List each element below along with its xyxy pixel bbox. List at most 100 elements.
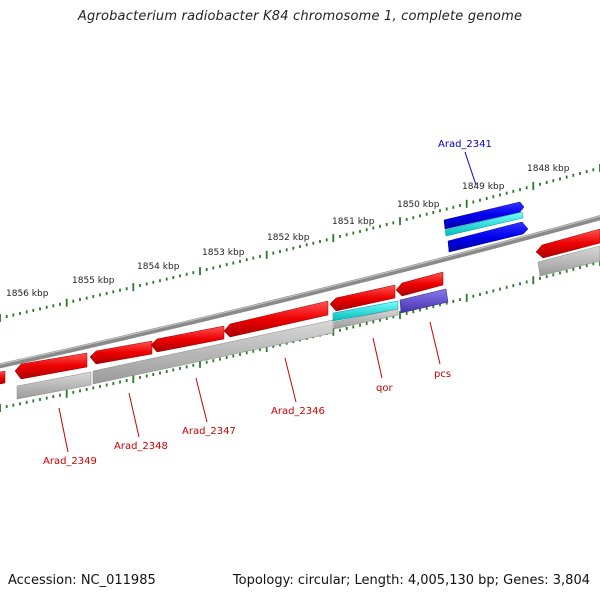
leader-line bbox=[128, 392, 140, 438]
scale-label: 1849 kbp bbox=[462, 182, 505, 192]
minor-tick bbox=[459, 204, 461, 207]
minor-tick bbox=[359, 229, 361, 233]
minor-tick bbox=[492, 289, 495, 293]
gene-arrow-reverse[interactable] bbox=[0, 370, 6, 385]
minor-tick bbox=[352, 231, 355, 235]
minor-tick bbox=[105, 291, 108, 295]
minor-tick bbox=[425, 212, 428, 216]
minor-tick bbox=[525, 186, 528, 190]
minor-tick bbox=[419, 214, 421, 218]
gene-arrow-reverse[interactable] bbox=[14, 352, 88, 380]
minor-tick bbox=[499, 287, 501, 291]
minor-tick bbox=[45, 396, 48, 400]
minor-tick bbox=[205, 268, 208, 271]
scale-label: 1853 kbp bbox=[202, 248, 245, 258]
major-tick bbox=[132, 283, 135, 292]
minor-tick bbox=[165, 277, 168, 281]
leader-line bbox=[195, 377, 208, 423]
minor-tick bbox=[552, 179, 555, 183]
minor-tick bbox=[25, 310, 28, 314]
minor-tick bbox=[345, 327, 348, 330]
scale-label: 1851 kbp bbox=[332, 217, 375, 227]
minor-tick bbox=[52, 395, 55, 399]
major-tick bbox=[265, 344, 268, 352]
gene-label-arad-2348[interactable]: Arad_2348 bbox=[114, 441, 168, 452]
minor-tick bbox=[445, 207, 448, 211]
scale-label: 1848 kbp bbox=[527, 164, 570, 174]
minor-tick bbox=[219, 357, 221, 361]
cds-cyan-forward[interactable] bbox=[444, 211, 524, 237]
gene-label-arad-2346[interactable]: Arad_2346 bbox=[271, 406, 325, 417]
gene-arrow-reverse[interactable] bbox=[150, 325, 225, 353]
outer-scale-ticks bbox=[0, 164, 600, 322]
minor-tick bbox=[379, 224, 381, 228]
cds-gray[interactable] bbox=[16, 371, 92, 400]
gene-arrow-reverse[interactable] bbox=[329, 284, 396, 312]
minor-tick bbox=[552, 273, 555, 277]
minor-tick bbox=[39, 398, 41, 401]
minor-tick bbox=[379, 318, 381, 322]
minor-tick bbox=[12, 313, 15, 317]
minor-tick bbox=[572, 173, 575, 177]
minor-tick bbox=[92, 386, 95, 390]
minor-tick bbox=[365, 228, 368, 232]
minor-tick bbox=[32, 308, 35, 312]
minor-tick bbox=[119, 380, 121, 384]
minor-tick bbox=[285, 248, 288, 252]
minor-tick bbox=[5, 315, 8, 318]
minor-tick bbox=[439, 303, 441, 307]
gene-label-arad-2341[interactable]: Arad_2341 bbox=[438, 139, 492, 150]
gene-label-qor[interactable]: qor bbox=[376, 383, 393, 394]
minor-tick bbox=[45, 305, 48, 309]
scale-label: 1850 kbp bbox=[397, 200, 440, 210]
minor-tick bbox=[472, 294, 475, 298]
minor-tick bbox=[139, 376, 141, 379]
gene-arrow-reverse[interactable] bbox=[223, 300, 329, 338]
minor-tick bbox=[232, 354, 235, 358]
minor-tick bbox=[539, 276, 541, 280]
minor-tick bbox=[452, 299, 455, 303]
gene-label-arad-2347[interactable]: Arad_2347 bbox=[182, 426, 236, 437]
gene-label-arad-2349[interactable]: Arad_2349 bbox=[43, 456, 97, 467]
major-tick bbox=[132, 375, 135, 383]
cds-gray[interactable] bbox=[537, 245, 600, 277]
gene-arrow-reverse[interactable] bbox=[89, 340, 153, 365]
minor-tick bbox=[139, 284, 141, 287]
minor-tick bbox=[519, 188, 521, 192]
cds-purple[interactable] bbox=[399, 288, 449, 314]
minor-tick bbox=[365, 322, 368, 325]
gene-arrow-forward[interactable] bbox=[443, 201, 525, 230]
minor-tick bbox=[492, 195, 495, 199]
scale-label: 1854 kbp bbox=[137, 262, 180, 272]
gene-arrow-reverse[interactable] bbox=[395, 271, 444, 297]
major-tick bbox=[532, 276, 535, 285]
minor-tick bbox=[219, 264, 221, 268]
minor-tick bbox=[312, 241, 315, 245]
minor-tick bbox=[559, 271, 561, 275]
minor-tick bbox=[445, 301, 448, 305]
minor-tick bbox=[32, 399, 35, 403]
gene-labels: Arad_2341 qor pcs Arad_2346 Arad_2347 Ar… bbox=[43, 139, 492, 467]
minor-tick bbox=[352, 325, 355, 329]
minor-tick bbox=[412, 310, 415, 314]
minor-tick bbox=[79, 298, 81, 302]
minor-tick bbox=[512, 189, 515, 193]
leader-line bbox=[464, 151, 477, 186]
minor-tick bbox=[305, 243, 308, 247]
gene-label-pcs[interactable]: pcs bbox=[434, 369, 451, 380]
minor-tick bbox=[52, 304, 55, 308]
cds-gray[interactable] bbox=[333, 308, 399, 330]
cds-gray[interactable] bbox=[92, 319, 334, 385]
minor-tick bbox=[485, 197, 488, 200]
minor-tick bbox=[159, 279, 161, 283]
gene-arrow-reverse[interactable] bbox=[535, 228, 600, 259]
minor-tick bbox=[585, 264, 588, 268]
gene-label-leaders bbox=[58, 151, 477, 453]
minor-tick bbox=[392, 315, 395, 319]
minor-tick bbox=[479, 292, 481, 296]
minor-tick bbox=[185, 272, 188, 276]
map-title: Agrobacterium radiobacter K84 chromosome… bbox=[77, 9, 523, 24]
scale-label: 1856 kbp bbox=[6, 289, 49, 299]
gene-arrow-forward[interactable] bbox=[447, 221, 529, 253]
